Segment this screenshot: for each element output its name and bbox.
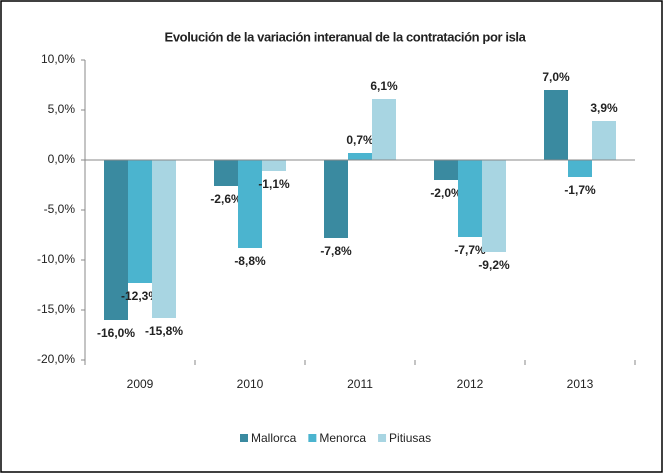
data-label: -8,8% [234, 254, 266, 268]
legend-label: Mallorca [251, 431, 297, 445]
legend-swatch [240, 434, 248, 442]
bar [262, 160, 286, 171]
x-tick-label: 2013 [567, 377, 594, 391]
y-tick-label: 10,0% [41, 52, 75, 66]
legend-swatch [308, 434, 317, 442]
data-label: -9,2% [478, 258, 510, 272]
bar [214, 160, 238, 186]
data-label: -1,7% [564, 183, 596, 197]
data-label: 3,9% [590, 101, 618, 115]
data-label: 6,1% [370, 79, 398, 93]
bar [544, 90, 568, 160]
y-tick-label: 5,0% [48, 102, 76, 116]
legend-label: Pitiusas [389, 431, 431, 445]
bar [104, 160, 128, 320]
data-label: -7,7% [454, 243, 486, 257]
bar [592, 121, 616, 160]
data-label: 7,0% [542, 70, 570, 84]
bar [324, 160, 348, 238]
data-label: -7,8% [320, 244, 352, 258]
y-tick-label: 0,0% [48, 152, 76, 166]
bar [568, 160, 592, 177]
bar [434, 160, 458, 180]
bar [128, 160, 152, 283]
data-label: -1,1% [258, 177, 290, 191]
y-tick-label: -10,0% [37, 252, 75, 266]
bar [458, 160, 482, 237]
bar [152, 160, 176, 318]
y-tick-label: -15,0% [37, 302, 75, 316]
data-label: -2,6% [210, 192, 242, 206]
x-tick-label: 2012 [457, 377, 484, 391]
legend-label: Menorca [319, 431, 366, 445]
data-label: -2,0% [430, 186, 462, 200]
x-tick-label: 2010 [237, 377, 264, 391]
data-label: -15,8% [145, 324, 183, 338]
y-tick-label: -5,0% [44, 202, 76, 216]
bar [238, 160, 262, 248]
x-tick-label: 2009 [127, 377, 154, 391]
data-label: 0,7% [346, 133, 374, 147]
chart-title: Evolución de la variación interanual de … [165, 29, 527, 44]
x-tick-label: 2011 [347, 377, 373, 391]
legend-swatch [378, 434, 387, 442]
bar [348, 153, 372, 160]
bar [372, 99, 396, 160]
data-label: -16,0% [97, 326, 135, 340]
data-label: -12,3% [121, 289, 159, 303]
bar [482, 160, 506, 252]
y-tick-label: -20,0% [37, 352, 75, 366]
